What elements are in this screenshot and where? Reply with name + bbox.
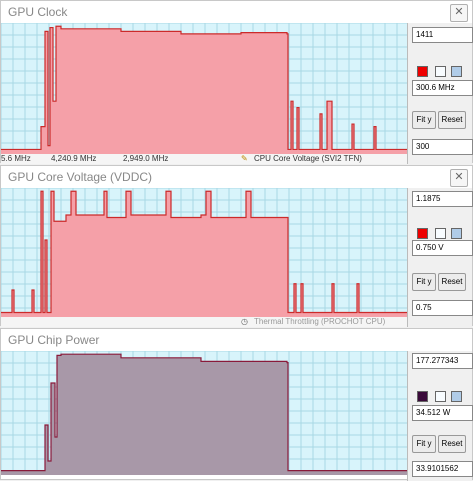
color-swatch-blue[interactable]: [451, 228, 462, 239]
clock-icon: ◷: [241, 317, 248, 326]
close-icon[interactable]: ✕: [450, 169, 468, 187]
sensor-area: [1, 191, 407, 317]
color-swatch-selected[interactable]: [417, 228, 428, 239]
sensor-line: [1, 353, 407, 472]
min-value-field[interactable]: 0.75: [412, 300, 473, 316]
graph-svg: [1, 23, 407, 154]
sensor-graph: [1, 351, 408, 475]
strip-text: CPU Core Voltage (SVI2 TFN): [254, 154, 362, 163]
sensor-graph: [1, 188, 408, 317]
max-value-field[interactable]: 1.1875: [412, 191, 473, 207]
fit-y-button[interactable]: Fit y: [412, 273, 436, 291]
control-column: 177.277343 34.512 W Fit y Reset 33.91015…: [407, 351, 473, 481]
panel-title: GPU Clock: [1, 1, 472, 23]
sensor-line: [1, 190, 407, 314]
color-swatch-white[interactable]: [435, 66, 446, 77]
current-value-field: 0.750 V: [412, 240, 473, 256]
max-value-field[interactable]: 1411: [412, 27, 473, 43]
strip-text: 2,949.0 MHz: [123, 154, 169, 163]
tool-icon: ✎: [241, 154, 248, 163]
sensor-area: [1, 354, 407, 475]
sensor-area: [1, 26, 407, 154]
overlap-strip: ◷ Thermal Throttling (PROCHOT CPU): [1, 317, 407, 327]
max-value-field[interactable]: 177.277343: [412, 353, 473, 369]
color-swatch-selected[interactable]: [417, 391, 428, 402]
panel-title: GPU Core Voltage (VDDC): [1, 166, 472, 188]
current-value-field: 300.6 MHz: [412, 80, 473, 96]
panel-title: GPU Chip Power: [1, 329, 472, 351]
sensor-line: [1, 25, 407, 151]
gpu-core-voltage-panel: GPU Core Voltage (VDDC) ✕ 1.1875 0.750 V…: [0, 165, 473, 327]
reset-button[interactable]: Reset: [438, 111, 466, 129]
color-swatch-selected[interactable]: [417, 66, 428, 77]
close-icon[interactable]: ✕: [450, 4, 468, 22]
reset-button[interactable]: Reset: [438, 435, 466, 453]
strip-text: 5.6 MHz: [1, 154, 31, 163]
color-swatch-white[interactable]: [435, 228, 446, 239]
reset-button[interactable]: Reset: [438, 273, 466, 291]
min-value-field[interactable]: 300: [412, 139, 473, 155]
strip-text: 4,240.9 MHz: [51, 154, 97, 163]
control-column: 1411 300.6 MHz Fit y Reset 300: [407, 23, 473, 164]
sensor-graph: [1, 23, 408, 154]
color-swatch-blue[interactable]: [451, 66, 462, 77]
control-column: 1.1875 0.750 V Fit y Reset 0.75: [407, 188, 473, 327]
fit-y-button[interactable]: Fit y: [412, 435, 436, 453]
overlap-strip: 5.6 MHz 4,240.9 MHz 2,949.0 MHz ✎ CPU Co…: [1, 154, 407, 164]
min-value-field[interactable]: 33.9101562: [412, 461, 473, 477]
color-swatch-blue[interactable]: [451, 391, 462, 402]
fit-y-button[interactable]: Fit y: [412, 111, 436, 129]
current-value-field: 34.512 W: [412, 405, 473, 421]
gpu-chip-power-panel: GPU Chip Power 177.277343 34.512 W Fit y…: [0, 328, 473, 481]
color-swatch-white[interactable]: [435, 391, 446, 402]
graph-svg: [1, 351, 407, 475]
gpu-clock-panel: GPU Clock ✕ 1411 300.6 MHz Fit y Reset 3…: [0, 0, 473, 164]
strip-text: Thermal Throttling (PROCHOT CPU): [254, 317, 386, 326]
graph-svg: [1, 188, 407, 317]
